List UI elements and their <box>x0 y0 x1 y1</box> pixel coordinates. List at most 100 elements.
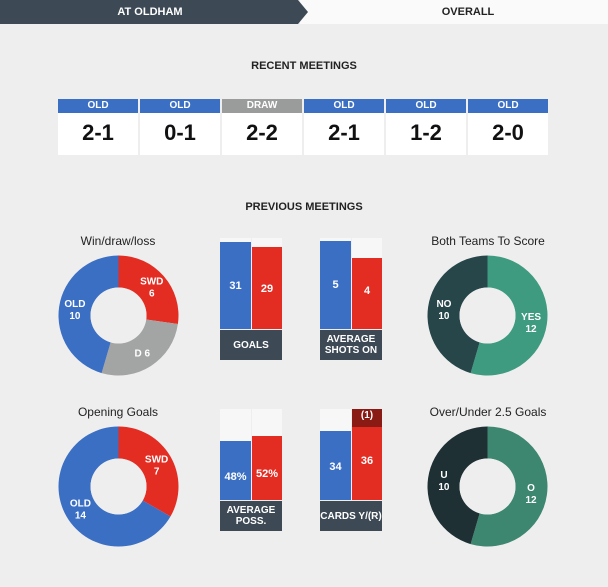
cards-away-bar: 36 <box>352 427 382 500</box>
donut-slice-o <box>470 426 548 547</box>
donut-slice-label: 6 <box>149 289 155 300</box>
over-under-donut: O12 U10 <box>427 426 548 547</box>
possession-away-bar: 52% <box>252 436 282 500</box>
donut-slice-swd <box>118 426 179 517</box>
goals-home-track: 31 <box>220 238 251 329</box>
donut-slice-label: YES <box>521 312 541 323</box>
donut-slice-label: U <box>440 470 447 481</box>
donut-hole <box>90 287 147 344</box>
venue-tabs: OVERALL AT OLDHAM <box>0 0 608 24</box>
shots-on-home-value: 5 <box>332 279 339 291</box>
donut-slice-label: 14 <box>75 511 87 522</box>
possession-home-track: 48% <box>220 409 251 500</box>
donut-hole <box>459 458 516 515</box>
meeting-result-badge: OLD <box>140 99 220 113</box>
possession-away-track: 52% <box>252 409 282 500</box>
shots-on-panel: 5 4 AVERAGE SHOTS ON <box>320 238 382 362</box>
donut-slice-yes <box>470 255 548 376</box>
recent-meeting-card: DRAW 2-2 <box>222 99 302 155</box>
meeting-score: 2-0 <box>492 120 524 145</box>
recent-meeting-card: OLD 2-1 <box>304 99 384 155</box>
meeting-result-badge: DRAW <box>222 99 302 113</box>
donut-slice-label: SWD <box>145 455 168 466</box>
over-under-title: Over/Under 2.5 Goals <box>429 405 547 419</box>
possession-label: AVERAGE POSS. <box>220 501 282 531</box>
cards-away-track: 36 (1) <box>352 409 382 500</box>
donut-slice-old <box>58 426 171 547</box>
meeting-score: 2-1 <box>82 120 114 145</box>
goals-label: GOALS <box>220 330 282 360</box>
cards-home-value: 34 <box>329 461 342 473</box>
donut-slice-old <box>58 255 119 374</box>
meeting-score: 1-2 <box>410 120 442 145</box>
donut-slice-label: OLD <box>70 499 91 510</box>
donut-slice-d <box>101 319 178 376</box>
recent-meetings-title: RECENT MEETINGS <box>251 60 357 72</box>
cards-away-red-bar: (1) <box>352 409 382 427</box>
donut-slice-swd <box>118 255 179 325</box>
shots-on-away-bar: 4 <box>352 258 382 329</box>
goals-panel: 31 29 GOALS <box>220 238 282 362</box>
goals-bars: 31 29 <box>220 238 282 329</box>
donut-slice-label: 10 <box>438 311 450 322</box>
meeting-result-badge: OLD <box>468 99 548 113</box>
donut-hole <box>459 287 516 344</box>
donut-slice-label: D 6 <box>135 349 151 360</box>
previous-meetings-title: PREVIOUS MEETINGS <box>245 201 363 213</box>
win-draw-loss-title: Win/draw/loss <box>80 234 156 248</box>
goals-away-track: 29 <box>252 238 282 329</box>
donut-slice-label: NO <box>436 299 451 310</box>
meeting-result-badge: OLD <box>304 99 384 113</box>
possession-home-value: 48% <box>224 471 247 483</box>
meeting-score: 2-1 <box>328 120 360 145</box>
donut-slice-label: 7 <box>154 467 160 478</box>
possession-away-value: 52% <box>255 468 279 480</box>
tab-overall[interactable]: OVERALL <box>300 0 608 24</box>
opening-goals-title: Opening Goals <box>77 405 159 419</box>
recent-meeting-card: OLD 2-1 <box>58 99 138 155</box>
shots-on-away-track: 4 <box>352 238 382 329</box>
donut-slice-label: O <box>527 483 535 494</box>
recent-meeting-card: OLD 0-1 <box>140 99 220 155</box>
cards-label: CARDS Y/(R) <box>320 501 382 531</box>
donut-slice-label: 10 <box>69 311 81 322</box>
cards-away-value: 36 <box>360 455 374 467</box>
donut-slice-label: OLD <box>64 299 85 310</box>
possession-home-bar: 48% <box>220 441 251 500</box>
goals-home-value: 31 <box>229 280 242 292</box>
tab-at-oldham-label: AT OLDHAM <box>117 6 183 18</box>
goals-away-bar: 29 <box>252 247 282 329</box>
cards-panel: 34 36 (1) CARDS Y/(R) <box>320 409 382 533</box>
possession-panel: 48% 52% AVERAGE POSS. <box>220 409 282 533</box>
recent-meeting-card: OLD 1-2 <box>386 99 466 155</box>
goals-home-bar: 31 <box>220 242 251 329</box>
tab-at-oldham[interactable]: AT OLDHAM <box>0 0 308 24</box>
meeting-result-badge: OLD <box>58 99 138 113</box>
shots-on-home-track: 5 <box>320 238 351 329</box>
cards-home-track: 34 <box>320 409 351 500</box>
shots-on-home-bar: 5 <box>320 241 351 329</box>
goals-away-value: 29 <box>260 283 274 295</box>
cards-home-bar: 34 <box>320 431 351 500</box>
donut-slice-label: 12 <box>525 324 537 335</box>
btts-title: Both Teams To Score <box>431 234 545 248</box>
donut-slice-u <box>427 426 488 545</box>
donut-slice-label: 10 <box>438 482 450 493</box>
donut-slice-label: SWD <box>140 277 163 288</box>
recent-meeting-card: OLD 2-0 <box>468 99 548 155</box>
donut-hole <box>90 458 147 515</box>
donut-slice-no <box>427 255 488 374</box>
tab-overall-label: OVERALL <box>441 6 495 18</box>
possession-bars: 48% 52% <box>220 409 282 500</box>
donut-slice-label: 12 <box>525 495 537 506</box>
meeting-score: 0-1 <box>164 120 196 145</box>
cards-bars: 34 36 (1) <box>320 409 382 500</box>
shots-on-bars: 5 4 <box>320 238 382 329</box>
meeting-score: 2-2 <box>246 120 278 145</box>
cards-away-red-value: (1) <box>360 410 374 421</box>
shots-on-label: AVERAGE SHOTS ON <box>320 330 382 360</box>
meeting-result-badge: OLD <box>386 99 466 113</box>
